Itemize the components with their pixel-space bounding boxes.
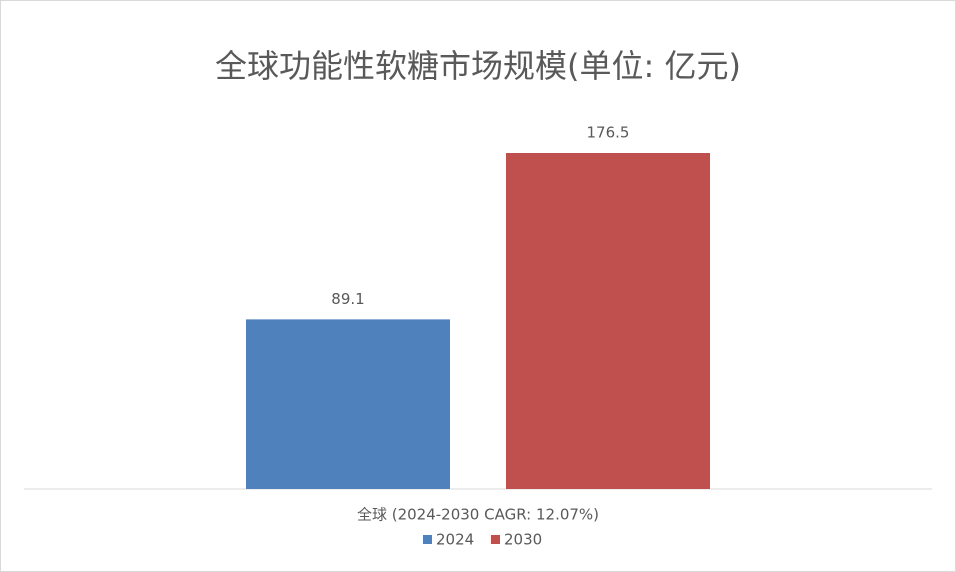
legend-swatch [423,535,432,544]
x-tick-label: 全球 (2024-2030 CAGR: 12.07%) [357,506,599,524]
legend-label: 2030 [504,531,542,549]
legend-label: 2024 [436,531,474,549]
data-label: 176.5 [587,124,630,142]
legend-swatch [491,535,500,544]
bar [506,153,710,489]
data-label: 89.1 [331,290,364,308]
chart-title: 全球功能性软糖市场规模(单位: 亿元) [215,47,741,85]
bar [246,319,450,489]
